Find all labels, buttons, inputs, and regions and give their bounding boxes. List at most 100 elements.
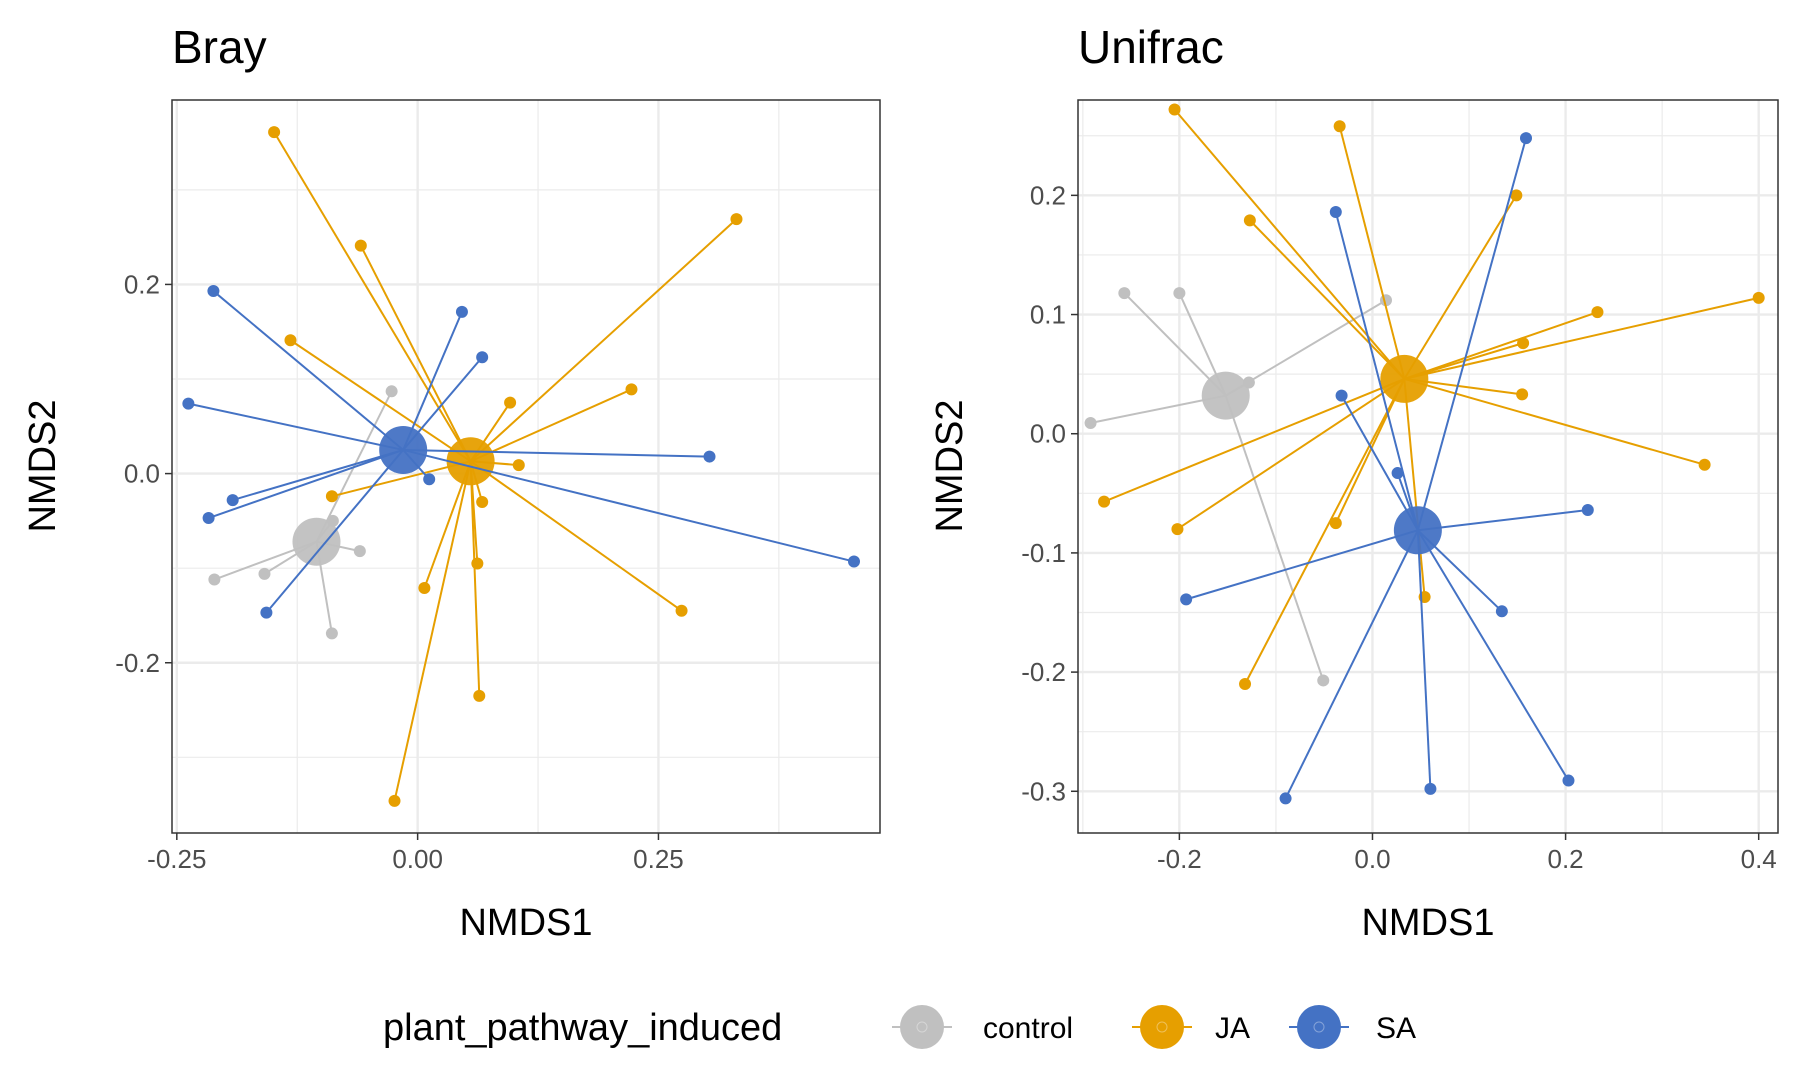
bray-plot-area [172,100,880,833]
data-point [1517,337,1530,350]
unifrac-y-axis-title: NMDS2 [929,399,971,532]
y-tick-label: -0.2 [115,648,160,678]
centroid-point [292,517,341,566]
data-point [202,512,215,525]
data-point [1335,389,1348,402]
data-point [1173,287,1186,300]
y-tick-label: 0.0 [124,459,160,489]
unifrac-series-ja [1098,103,1765,691]
spider-line [273,131,472,462]
spider-line [1404,377,1705,466]
unifrac-data-layer [1084,103,1765,805]
bray-panel: Bray -0.25 0.00 0.25 -0.2 0.0 0.2 NMDS1 NMDS2 [22,21,881,944]
legend: plant_pathway_induced control JA SA [383,1005,1416,1049]
bray-panel-border [171,99,881,834]
data-point [476,495,489,508]
spider-line [470,460,683,612]
bray-x-axis-title: NMDS1 [459,902,592,944]
data-point [847,555,860,568]
data-point [455,305,468,318]
data-point [1520,132,1532,145]
spider-line [1334,211,1419,531]
data-point [1333,120,1346,133]
spider-line [402,448,855,563]
centroid-point [1201,371,1250,420]
data-point [1098,495,1111,508]
data-point [1591,306,1604,319]
legend-label-control: control [983,1012,1073,1045]
legend-label-sa: SA [1376,1012,1416,1045]
data-point [473,689,486,702]
x-tick-label: 0.00 [392,844,443,874]
data-point [730,213,743,226]
spider-line [1403,194,1518,380]
legend-key-sa [1289,1005,1349,1049]
data-point [260,606,273,619]
data-point [1168,103,1181,116]
data-point [1752,291,1765,304]
centroid-point [1393,506,1442,555]
data-point [325,490,338,503]
data-point [388,794,401,807]
data-point [1329,517,1342,530]
data-point [1562,774,1575,787]
spider-line [402,311,463,451]
bray-axes: -0.25 0.00 0.25 -0.2 0.0 0.2 [115,269,684,874]
unifrac-series-sa [1180,132,1594,805]
spider-line [208,449,404,519]
unifrac-panel-border [1077,99,1779,834]
spider-line [1185,529,1419,601]
data-point [385,385,398,398]
data-point [504,396,517,409]
data-point [268,126,281,139]
legend-key-control [892,1005,952,1049]
data-point [1180,593,1193,606]
data-point [1391,467,1404,480]
spider-line [1404,311,1598,380]
spider-line [1103,377,1405,503]
bray-panel-title: Bray [172,21,267,73]
y-tick-label: -0.2 [1021,657,1066,687]
spider-line [1340,395,1419,531]
spider-line [1284,529,1419,799]
data-point [1424,782,1437,795]
spider-line [470,388,632,463]
data-point [1495,605,1508,618]
y-tick-label: 0.2 [124,269,160,299]
data-point [1084,416,1097,429]
data-point [1329,206,1342,219]
spider-line [1403,378,1426,598]
spider-line [188,402,404,451]
spider-line [1244,378,1406,685]
data-point [226,494,239,507]
data-point [625,383,638,396]
y-tick-label: -0.1 [1021,538,1066,568]
centroid-point [379,425,428,474]
data-point [284,334,297,347]
data-point [258,567,271,580]
spider-line [359,245,472,462]
legend-label-ja: JA [1215,1012,1250,1045]
x-tick-label: 0.0 [1354,844,1390,874]
bray-data-layer [182,126,860,807]
data-point [471,557,484,570]
spider-line [1249,219,1406,380]
x-tick-label: 0.25 [633,844,684,874]
unifrac-panel-title: Unifrac [1078,21,1224,73]
unifrac-gridlines [1078,100,1778,833]
data-point [418,582,431,595]
legend-title: plant_pathway_induced [383,1007,782,1049]
data-point [1243,214,1256,227]
spider-line [469,218,738,463]
data-point [476,351,489,364]
centroid-point [446,437,495,486]
unifrac-x-axis-title: NMDS1 [1361,902,1494,944]
spider-line [1224,395,1325,681]
x-tick-label: -0.2 [1157,844,1202,874]
legend-point-ja [1156,1021,1168,1033]
spider-line [1176,378,1405,530]
spider-line [232,448,404,502]
spider-line [393,461,472,802]
data-point [423,473,436,486]
